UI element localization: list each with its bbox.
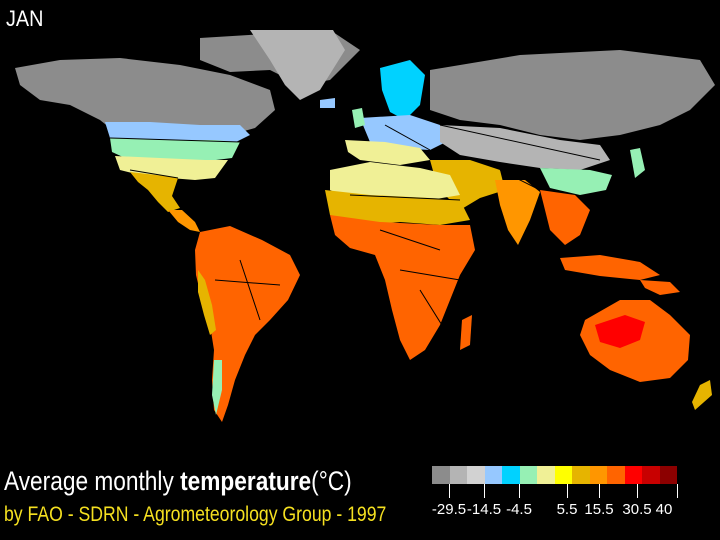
central-asia bbox=[440, 125, 610, 170]
middle-east bbox=[430, 160, 505, 210]
legend-swatch bbox=[572, 466, 590, 484]
china-north bbox=[540, 168, 612, 195]
iceland bbox=[320, 98, 335, 108]
legend-tick bbox=[519, 484, 520, 498]
australia bbox=[580, 280, 712, 410]
legend-swatch bbox=[659, 466, 677, 484]
south-america bbox=[195, 226, 300, 422]
legend-tick bbox=[599, 484, 600, 498]
title-plain: Average monthly bbox=[4, 466, 181, 496]
australia-hot-interior bbox=[595, 315, 645, 348]
legend-tick-label: 30.5 bbox=[622, 501, 652, 518]
japan bbox=[630, 148, 645, 178]
title-bold: temperature bbox=[180, 466, 312, 496]
temperature-legend: -29.5 -14.5 -4.5 5.5 15.5 30.5 40 bbox=[432, 466, 678, 536]
map-title: Average monthly temperature(°C) bbox=[4, 466, 352, 497]
britain bbox=[352, 108, 365, 128]
legend-swatch bbox=[624, 466, 642, 484]
legend-swatch bbox=[519, 466, 537, 484]
legend-tick-label: -29.5 bbox=[431, 501, 467, 518]
indonesia bbox=[560, 255, 660, 280]
title-unit: (°C) bbox=[311, 466, 352, 496]
month-label: JAN bbox=[6, 6, 44, 31]
siberia bbox=[430, 50, 715, 140]
legend-swatch bbox=[484, 466, 502, 484]
legend-swatch bbox=[642, 466, 660, 484]
legend-swatch bbox=[607, 466, 625, 484]
legend-swatch bbox=[554, 466, 572, 484]
north-africa bbox=[330, 162, 460, 200]
legend-swatch bbox=[502, 466, 520, 484]
legend-tick-label: 15.5 bbox=[584, 501, 614, 518]
legend-tick bbox=[637, 484, 638, 498]
europe bbox=[320, 60, 450, 165]
legend-swatch bbox=[432, 466, 450, 484]
patagonia bbox=[212, 360, 222, 415]
central-america bbox=[168, 210, 200, 232]
country-borders bbox=[109, 124, 601, 331]
india bbox=[495, 180, 540, 245]
canada-alaska bbox=[15, 58, 275, 135]
southeast-asia bbox=[540, 190, 590, 245]
africa-main bbox=[330, 215, 475, 360]
legend-tick bbox=[449, 484, 450, 498]
usa-north bbox=[110, 138, 240, 162]
new-guinea bbox=[640, 280, 680, 295]
legend-tick bbox=[567, 484, 568, 498]
legend-tick-label: 5.5 bbox=[556, 501, 578, 518]
legend-swatch bbox=[449, 466, 467, 484]
legend-tick-label: -4.5 bbox=[506, 501, 532, 518]
andes-cool bbox=[198, 270, 216, 335]
legend-tick bbox=[484, 484, 485, 498]
world-temperature-map bbox=[15, 30, 715, 422]
legend-swatch bbox=[589, 466, 607, 484]
legend-tick-label: 40 bbox=[655, 501, 673, 518]
new-zealand bbox=[692, 380, 712, 410]
mexico bbox=[130, 172, 180, 212]
asia bbox=[430, 50, 715, 280]
europe-central bbox=[360, 115, 450, 150]
north-america bbox=[15, 30, 360, 232]
europe-south bbox=[345, 140, 430, 165]
scandinavia bbox=[380, 60, 425, 120]
africa bbox=[325, 162, 475, 360]
legend-tick bbox=[677, 484, 678, 498]
madagascar bbox=[460, 315, 472, 350]
legend-swatch bbox=[537, 466, 555, 484]
legend-tick-label: -14.5 bbox=[466, 501, 502, 518]
greenland bbox=[250, 30, 345, 100]
legend-swatch bbox=[467, 466, 485, 484]
credit-line: by FAO - SDRN - Agrometeorology Group - … bbox=[4, 503, 387, 526]
